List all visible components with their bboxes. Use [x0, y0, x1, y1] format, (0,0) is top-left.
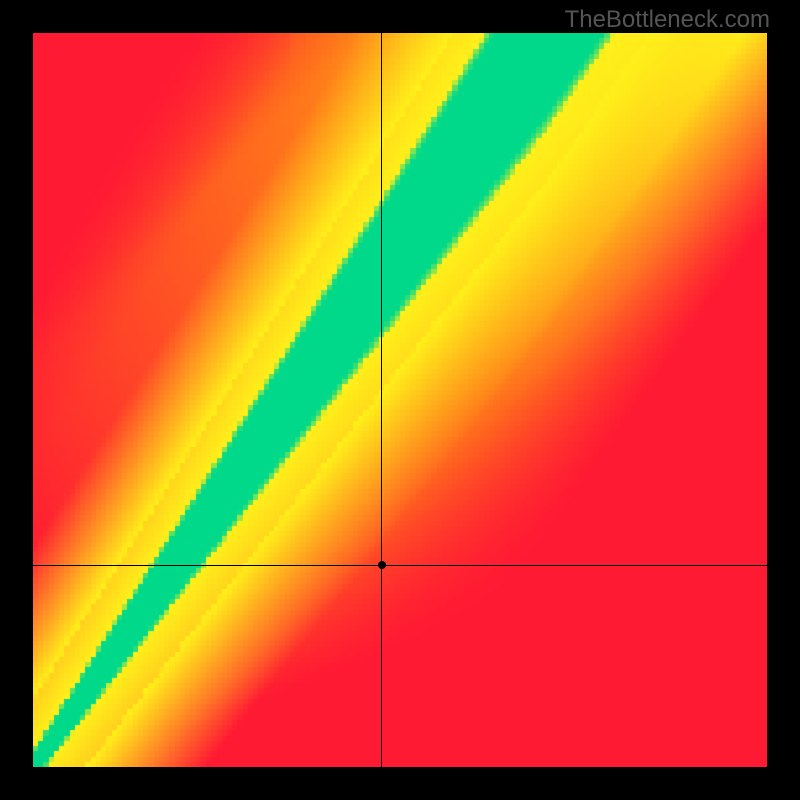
bottleneck-heatmap: [33, 33, 767, 767]
watermark-text: TheBottleneck.com: [565, 6, 770, 34]
crosshair-vertical: [381, 33, 382, 767]
chart-container: TheBottleneck.com: [0, 0, 800, 800]
crosshair-horizontal: [33, 565, 767, 566]
selection-marker[interactable]: [378, 561, 386, 569]
